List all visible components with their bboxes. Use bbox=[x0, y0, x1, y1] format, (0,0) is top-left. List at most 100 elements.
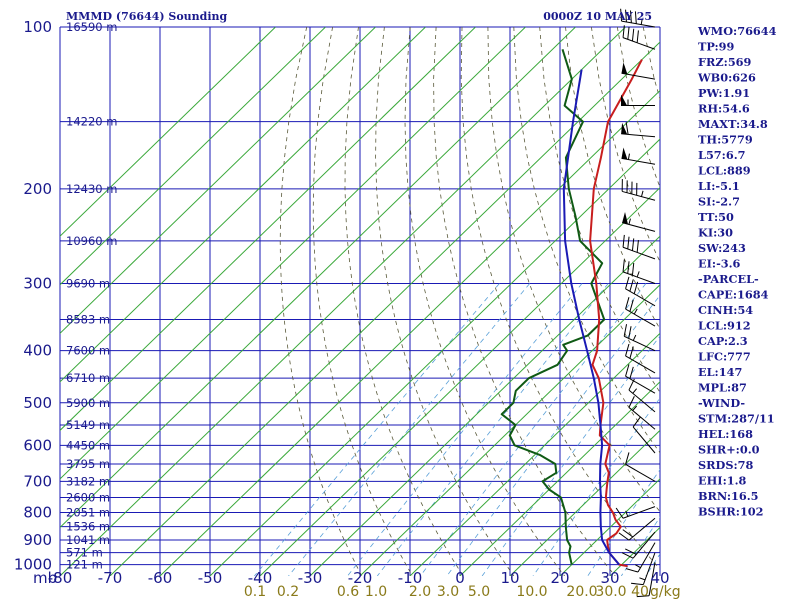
wind-barb bbox=[628, 378, 656, 413]
barb-flag bbox=[618, 532, 630, 541]
barb-staff bbox=[642, 552, 656, 585]
barb-flag bbox=[625, 364, 630, 377]
barb-staff bbox=[632, 531, 656, 559]
barb-half-flag bbox=[635, 564, 641, 569]
mixing-ratio-unit: g/kg bbox=[650, 584, 681, 600]
dry-adiabat bbox=[404, 27, 565, 576]
index-value: LCL:889 bbox=[698, 164, 751, 178]
barb-flag bbox=[633, 281, 639, 294]
barb-flag bbox=[629, 366, 634, 379]
mixing-ratio-line bbox=[254, 283, 500, 576]
barb-flag bbox=[636, 30, 639, 43]
barb-staff bbox=[628, 406, 656, 430]
isotherm bbox=[559, 478, 660, 576]
wind-barb bbox=[622, 259, 656, 284]
barb-flag bbox=[627, 236, 630, 250]
wind-barb bbox=[621, 94, 655, 107]
barb-flag bbox=[631, 582, 644, 586]
barb-flag bbox=[629, 279, 634, 292]
index-value: CAP:2.3 bbox=[698, 334, 748, 348]
pressure-tick-label: 600 bbox=[23, 436, 52, 454]
wind-barb bbox=[631, 552, 656, 586]
sounding-profiles bbox=[500, 49, 643, 568]
barb-staff bbox=[622, 190, 656, 201]
index-value: MAXT:34.8 bbox=[698, 117, 768, 131]
index-value: -WIND- bbox=[698, 396, 745, 410]
wind-barb bbox=[632, 416, 656, 454]
mixing-ratio-line bbox=[376, 283, 609, 576]
barb-staff bbox=[622, 246, 656, 260]
wind-barb bbox=[622, 211, 656, 232]
index-value: MPL:87 bbox=[698, 381, 747, 395]
dry-adiabat bbox=[773, 27, 800, 576]
barb-staff bbox=[622, 37, 656, 50]
barb-flag bbox=[636, 595, 650, 598]
barb-pennant bbox=[621, 62, 628, 75]
height-label: 9690 m bbox=[66, 277, 110, 291]
barb-flag bbox=[631, 262, 635, 276]
isotherm bbox=[359, 284, 660, 576]
wind-barb bbox=[623, 324, 656, 352]
barb-flag bbox=[625, 297, 630, 310]
barb-flag bbox=[628, 378, 635, 391]
barb-flag bbox=[625, 343, 630, 357]
index-value: KI:30 bbox=[698, 226, 733, 240]
barb-flag bbox=[625, 276, 630, 289]
isotherm bbox=[60, 27, 576, 529]
barb-staff bbox=[622, 271, 656, 284]
height-label: 6710 m bbox=[66, 371, 110, 385]
mixing-ratio-label: 0.6 bbox=[337, 584, 359, 600]
mixing-ratio-line bbox=[419, 283, 647, 576]
dewpoint-profile bbox=[500, 49, 606, 565]
barb-staff bbox=[625, 308, 656, 327]
index-value: RH:54.6 bbox=[698, 102, 750, 116]
barb-flag bbox=[621, 552, 634, 559]
wind-barb bbox=[615, 506, 656, 519]
barb-half-flag bbox=[640, 18, 643, 25]
barb-flag bbox=[625, 122, 629, 135]
dry-adiabat bbox=[487, 27, 660, 513]
barb-staff bbox=[621, 20, 656, 28]
dry-adiabat bbox=[344, 27, 464, 576]
wind-barb bbox=[620, 8, 656, 28]
pressure-tick-label: 400 bbox=[23, 342, 52, 360]
index-value: HEL:168 bbox=[698, 427, 753, 441]
pressure-tick-label: 200 bbox=[23, 180, 52, 198]
index-value: EHI:1.8 bbox=[698, 474, 747, 488]
wind-barb bbox=[621, 531, 656, 559]
barb-flag bbox=[620, 8, 623, 22]
barb-flag bbox=[628, 326, 632, 339]
barb-half-flag bbox=[640, 190, 644, 197]
temperature-tick-label: 10 bbox=[500, 569, 519, 587]
height-label: 4450 m bbox=[66, 438, 110, 452]
barb-half-flag bbox=[627, 153, 630, 160]
skewed-isotherms bbox=[60, 27, 660, 576]
barb-staff bbox=[637, 542, 656, 573]
index-value: LFC:777 bbox=[698, 350, 751, 364]
dry-adiabat bbox=[279, 27, 363, 576]
parcel-profile bbox=[562, 69, 620, 566]
wind-barb bbox=[622, 234, 656, 260]
wind-barb bbox=[621, 62, 656, 80]
index-value: STM:287/11 bbox=[698, 412, 775, 426]
barb-half-flag bbox=[633, 308, 638, 315]
height-label: 12430 m bbox=[66, 182, 117, 196]
mixing-ratio-line bbox=[481, 335, 660, 576]
isotherm bbox=[60, 27, 526, 480]
wind-barb bbox=[618, 517, 656, 541]
index-value: BRN:16.5 bbox=[698, 489, 759, 503]
index-value: -PARCEL- bbox=[698, 272, 759, 286]
pressure-tick-label: 900 bbox=[23, 531, 52, 549]
barb-flag bbox=[622, 529, 634, 538]
height-label: 121 m bbox=[66, 558, 103, 572]
wind-barbs bbox=[615, 8, 656, 598]
barb-pennant bbox=[621, 147, 628, 160]
mixing-ratio-label: 1.0 bbox=[365, 584, 387, 600]
wind-barb bbox=[636, 562, 656, 598]
index-value: CAPE:1684 bbox=[698, 288, 769, 302]
index-value: TP:99 bbox=[698, 40, 735, 54]
barb-half-flag bbox=[625, 510, 629, 517]
isotherm bbox=[60, 27, 626, 576]
barb-flag bbox=[629, 10, 632, 23]
